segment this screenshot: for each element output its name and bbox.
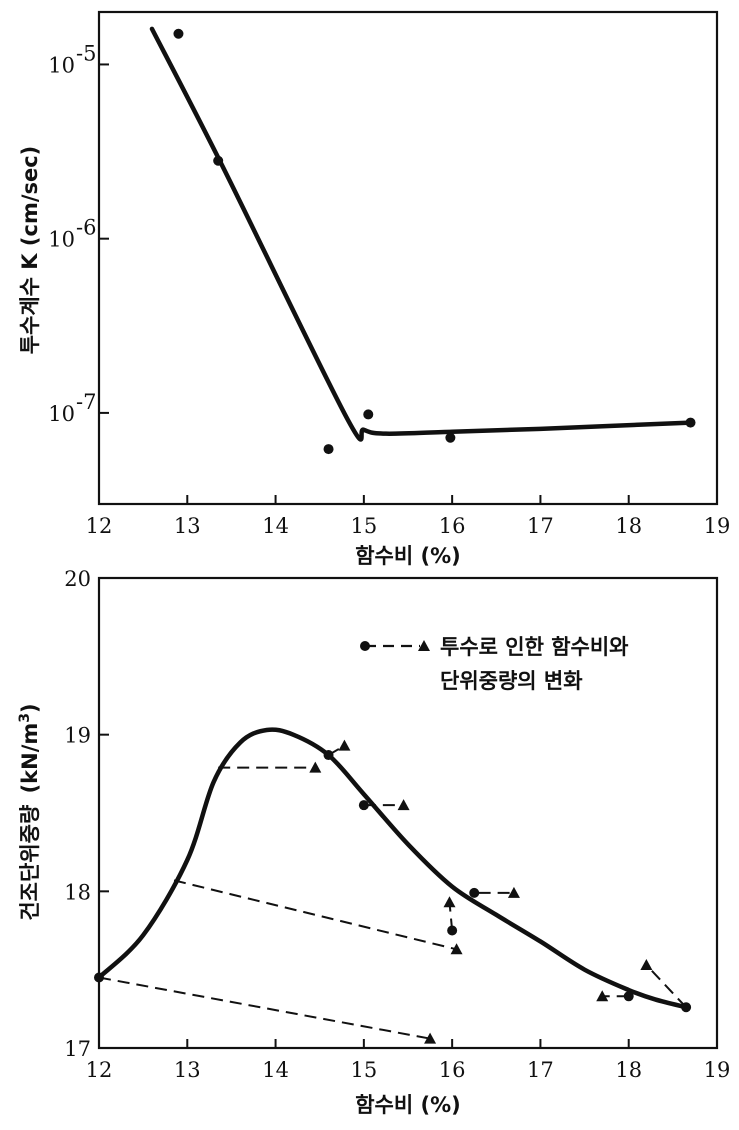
bottom-plot-frame (97, 576, 719, 1050)
x-tick-label: 17 (527, 1058, 554, 1082)
x-tick-label: 14 (262, 1058, 289, 1082)
y-tick-label: 17 (64, 1037, 91, 1061)
y-tick-label: 10 (48, 402, 75, 426)
change-path-line (98, 976, 431, 1040)
before-point-circle (358, 800, 369, 811)
top-x-axis-ticks: 12 13 14 15 16 17 18 19 (86, 495, 731, 538)
data-point (323, 444, 334, 455)
bottom-x-axis-label: 함수비 (%) (355, 1093, 461, 1117)
top-y-axis-ticks: 10-510-610-7 (48, 41, 109, 426)
legend-triangle-marker (418, 640, 430, 651)
legend-circle-marker (360, 641, 370, 651)
x-tick-label: 19 (704, 1058, 731, 1082)
x-tick-label: 15 (350, 514, 377, 538)
x-tick-label: 19 (704, 514, 731, 538)
top-x-axis-label: 함수비 (%) (355, 544, 461, 568)
bottom-y-axis-ticks: 17 18 19 20 (64, 567, 109, 1061)
after-point-triangle (443, 896, 456, 908)
y-tick-exponent: -6 (76, 216, 96, 240)
before-point-circle (94, 972, 104, 983)
change-path-line (645, 964, 687, 1008)
bottom-x-axis-ticks: 12 13 14 15 16 17 18 19 (86, 1039, 731, 1082)
top-y-axis-label: 투수계수 K (cm/sec) (18, 146, 42, 355)
x-tick-label: 15 (350, 1058, 377, 1082)
x-tick-label: 18 (615, 1058, 642, 1082)
y-tick-exponent: -7 (76, 390, 96, 414)
permeability-data-points (173, 28, 696, 455)
before-point-circle (681, 1002, 692, 1013)
before-point-circle (469, 887, 480, 898)
y-tick-label: 19 (64, 724, 91, 748)
y-tick-label: 10 (48, 53, 75, 77)
x-tick-label: 13 (174, 514, 201, 538)
change-path-line (173, 879, 457, 951)
before-point-circle (447, 925, 458, 936)
data-point (363, 409, 374, 420)
y-tick-exponent: -5 (76, 41, 96, 65)
top-plot-frame (97, 10, 719, 506)
y-label-unit: (kN/m (18, 723, 42, 794)
data-point (173, 28, 184, 39)
x-tick-label: 18 (615, 514, 642, 538)
permeability-trend-curve (149, 26, 693, 442)
x-tick-label: 13 (174, 1058, 201, 1082)
x-tick-label: 17 (527, 514, 554, 538)
data-point (685, 417, 696, 428)
y-tick-label: 18 (64, 880, 91, 904)
before-point-circle (623, 991, 634, 1002)
before-point-circle (323, 750, 334, 761)
before-points (94, 750, 692, 1013)
y-label-close: ) (18, 703, 42, 713)
y-label-sup: 3 (17, 713, 33, 723)
legend: 투수로 인한 함수비와 단위중량의 변화 (360, 635, 629, 693)
change-paths (98, 739, 687, 1044)
after-point-triangle (424, 1032, 437, 1044)
y-tick-label: 10 (48, 228, 75, 252)
x-tick-label: 12 (86, 514, 113, 538)
data-point (445, 432, 456, 443)
x-tick-label: 14 (262, 514, 289, 538)
compaction-curve (96, 727, 689, 1010)
after-point-triangle (507, 886, 520, 898)
legend-text-line2: 단위중량의 변화 (440, 669, 583, 693)
after-point-triangle (397, 799, 410, 811)
after-point-triangle (309, 761, 322, 773)
after-point-triangle (450, 943, 463, 955)
x-tick-label: 12 (86, 1058, 113, 1082)
y-tick-label: 20 (64, 567, 91, 591)
data-point (213, 155, 224, 166)
dry-unit-weight-chart: 12 13 14 15 16 17 18 19 17 18 19 20 투수로 인한 함수비와 단위… (17, 567, 730, 1117)
after-point-triangle (338, 739, 351, 751)
after-point-triangle (640, 958, 653, 970)
permeability-chart: 12 13 14 15 16 17 18 19 10-510-610-7 함수비 (%) 투수… (18, 10, 731, 568)
x-tick-label: 16 (439, 514, 466, 538)
y-label-main: 건조단위중량 (18, 805, 42, 921)
after-point-triangle (596, 990, 609, 1002)
bottom-y-axis-label: 건조단위중량 (kN/m3) (17, 703, 42, 920)
legend-text-line1: 투수로 인한 함수비와 (440, 635, 629, 659)
x-tick-label: 16 (439, 1058, 466, 1082)
